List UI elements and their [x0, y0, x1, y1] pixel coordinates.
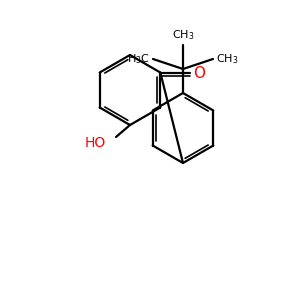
- Text: CH$_3$: CH$_3$: [172, 28, 194, 42]
- Text: O: O: [193, 67, 205, 82]
- Text: H$_3$C: H$_3$C: [127, 52, 150, 66]
- Text: HO: HO: [85, 136, 106, 150]
- Text: CH$_3$: CH$_3$: [216, 52, 239, 66]
